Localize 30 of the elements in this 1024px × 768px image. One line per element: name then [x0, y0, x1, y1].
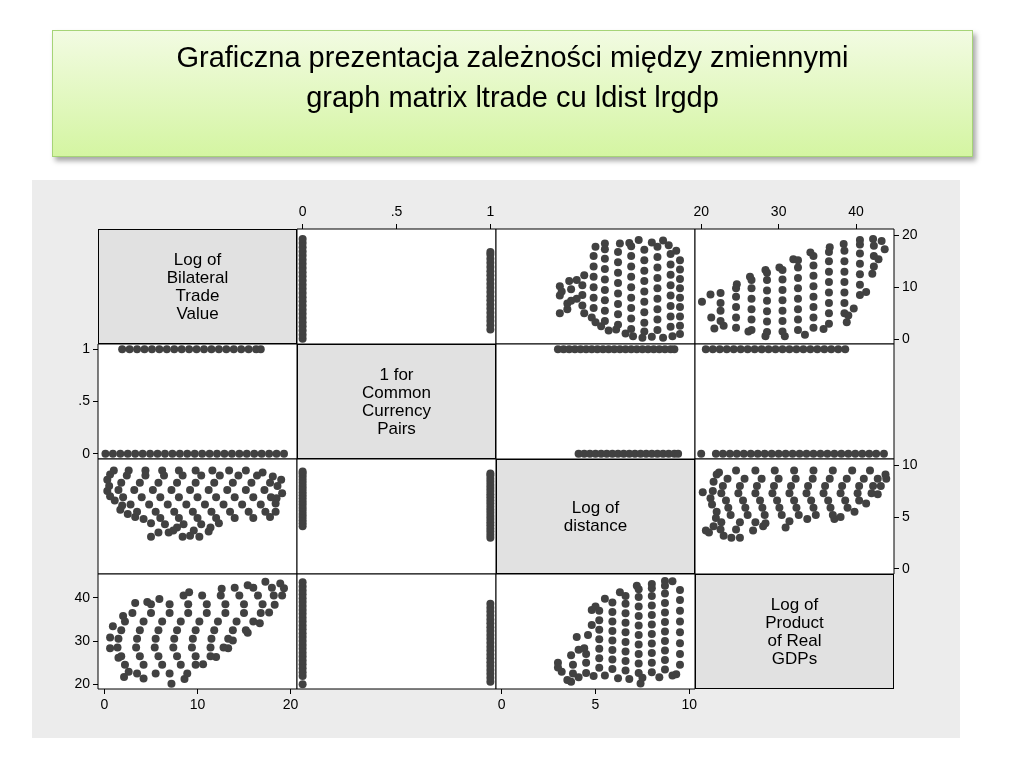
x-tick-label: 10	[681, 696, 698, 713]
text: Log of Product of Real GDPs	[765, 594, 824, 668]
x-tick-label: 20	[693, 203, 710, 220]
y-tick-label: 40	[74, 588, 91, 605]
y-tick-label: 30	[74, 631, 91, 648]
text: Log of distance	[563, 497, 628, 535]
y-tick-label: 10	[902, 456, 918, 473]
y-tick-label: 20	[902, 226, 918, 243]
text: graph matrix ltrade cu ldist lrgdp	[305, 80, 720, 115]
x-tick-label: 30	[770, 203, 787, 220]
x-tick-label: 10	[189, 696, 206, 713]
y-tick-label: 20	[74, 675, 91, 692]
y-tick-label: 5	[902, 507, 910, 524]
text: Graficzna prezentacja zależności między zmiennymi	[175, 40, 850, 75]
y-tick-label: 0	[82, 444, 91, 461]
text: 1 for Common Currency Pairs	[362, 364, 431, 438]
x-tick-label: 20	[282, 696, 299, 713]
y-tick-label: 0	[902, 330, 910, 347]
x-tick-label: 5	[591, 696, 600, 713]
x-tick-label: .5	[390, 203, 403, 220]
y-tick-label: .5	[78, 392, 91, 409]
x-tick-label: 40	[848, 203, 865, 220]
text: Log of Bilateral Trade Value	[166, 249, 229, 323]
x-tick-label: 1	[486, 203, 495, 220]
y-tick-label: 0	[902, 559, 910, 576]
x-tick-label: 0	[497, 696, 506, 713]
x-tick-label: 0	[298, 203, 307, 220]
y-tick-label: 10	[902, 278, 918, 295]
y-tick-label: 1	[82, 340, 91, 357]
x-tick-label: 0	[100, 696, 109, 713]
